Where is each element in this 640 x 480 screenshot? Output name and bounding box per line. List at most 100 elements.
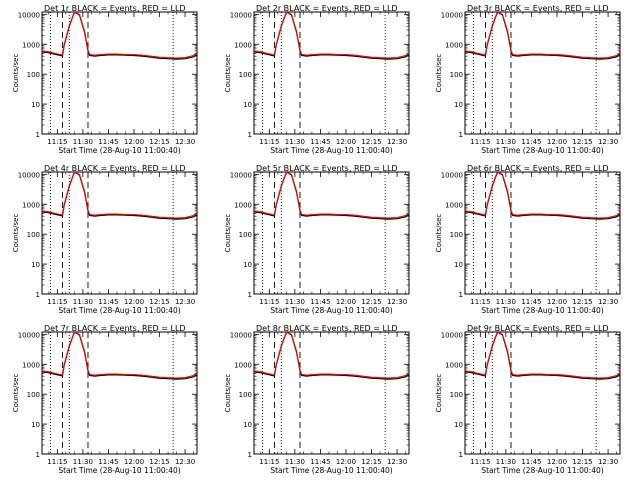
x-tick-label: 11:45	[98, 138, 118, 146]
x-axis-label: Start Time (28-Aug-10 11:00:40)	[481, 146, 603, 155]
x-tick-label: 12:15	[149, 458, 169, 466]
x-axis-label: Start Time (28-Aug-10 11:00:40)	[58, 306, 180, 315]
y-tick-label: 1	[36, 131, 40, 139]
x-tick-label: 11:45	[521, 138, 541, 146]
y-tick-label: 1	[248, 131, 252, 139]
x-tick-label: 11:45	[98, 298, 118, 306]
y-tick-label: 10	[31, 261, 40, 269]
x-tick-label: 11:15	[259, 458, 279, 466]
plot-frame	[41, 11, 198, 135]
x-tick-label: 11:45	[310, 458, 330, 466]
y-axis-label: Counts/sec	[224, 374, 232, 413]
series-line-lld	[254, 332, 409, 379]
x-tick-label: 12:15	[361, 138, 381, 146]
y-tick-label: 100	[27, 391, 40, 399]
y-tick-label: 1000	[22, 361, 40, 369]
y-tick-label: 10	[454, 101, 463, 109]
series-line-events	[42, 12, 197, 60]
panel-title: Det 1r BLACK = Events, RED = LLD	[44, 4, 186, 13]
series-group	[254, 12, 409, 60]
y-tick-label: 1000	[234, 201, 252, 209]
y-axis-label: Counts/sec	[435, 54, 443, 93]
x-tick-label: 11:15	[470, 458, 490, 466]
detector-panel-5: Det 5r BLACK = Events, RED = LLD 1 10 100 10…	[224, 164, 410, 315]
series-line-lld	[254, 12, 409, 59]
detector-panel-9: Det 9r BLACK = Events, RED = LLD 1 10 100 10…	[435, 324, 621, 475]
y-tick-label: 10	[454, 261, 463, 269]
series-group	[254, 172, 409, 220]
y-tick-label: 100	[450, 71, 463, 79]
series-line-lld	[42, 172, 197, 219]
series-group	[254, 332, 409, 380]
y-tick-label: 100	[450, 231, 463, 239]
detector-panel-7: Det 7r BLACK = Events, RED = LLD 1 10 100 10…	[12, 324, 198, 475]
x-tick-label: 11:15	[470, 138, 490, 146]
y-tick-label: 10	[31, 421, 40, 429]
x-tick-label: 12:30	[387, 298, 407, 306]
series-group	[42, 332, 197, 380]
x-tick-label: 12:30	[175, 138, 195, 146]
x-tick-label: 11:30	[73, 458, 93, 466]
x-tick-label: 11:30	[496, 138, 516, 146]
x-axis-label: Start Time (28-Aug-10 11:00:40)	[270, 466, 392, 475]
y-tick-label: 10000	[230, 11, 252, 19]
y-tick-label: 10	[243, 261, 252, 269]
x-tick-label: 12:00	[547, 138, 567, 146]
x-tick-label: 12:15	[361, 298, 381, 306]
y-tick-label: 10	[243, 101, 252, 109]
x-tick-label: 11:15	[47, 458, 67, 466]
x-tick-label: 11:30	[285, 298, 305, 306]
y-tick-label: 1000	[445, 361, 463, 369]
x-axis-label: Start Time (28-Aug-10 11:00:40)	[58, 146, 180, 155]
plot-frame	[464, 331, 621, 455]
series-group	[42, 172, 197, 220]
x-tick-label: 11:15	[47, 298, 67, 306]
panel-title: Det 6r BLACK = Events, RED = LLD	[467, 164, 609, 173]
panel-title: Det 5r BLACK = Events, RED = LLD	[256, 164, 398, 173]
x-tick-label: 12:15	[149, 298, 169, 306]
x-axis-label: Start Time (28-Aug-10 11:00:40)	[481, 466, 603, 475]
y-tick-label: 100	[239, 391, 252, 399]
x-axis-label: Start Time (28-Aug-10 11:00:40)	[58, 466, 180, 475]
x-axis-label: Start Time (28-Aug-10 11:00:40)	[481, 306, 603, 315]
x-tick-label: 11:15	[47, 138, 67, 146]
x-tick-label: 12:00	[336, 138, 356, 146]
y-axis-label: Counts/sec	[12, 54, 20, 93]
x-tick-label: 11:30	[73, 298, 93, 306]
y-tick-label: 10	[454, 421, 463, 429]
series-line-events	[42, 332, 197, 380]
y-tick-label: 10000	[230, 331, 252, 339]
y-tick-label: 1000	[22, 201, 40, 209]
y-tick-label: 10000	[18, 171, 40, 179]
x-tick-label: 11:45	[521, 298, 541, 306]
x-tick-label: 12:30	[175, 298, 195, 306]
series-line-lld	[465, 12, 620, 59]
x-tick-label: 11:45	[521, 458, 541, 466]
x-tick-label: 11:30	[285, 458, 305, 466]
x-axis-label: Start Time (28-Aug-10 11:00:40)	[270, 306, 392, 315]
x-tick-label: 11:30	[73, 138, 93, 146]
x-tick-label: 12:15	[572, 138, 592, 146]
x-tick-label: 11:15	[259, 298, 279, 306]
x-tick-label: 12:15	[572, 458, 592, 466]
y-tick-label: 10000	[441, 171, 463, 179]
y-tick-label: 1	[459, 451, 463, 459]
y-axis-label: Counts/sec	[224, 214, 232, 253]
series-line-lld	[42, 12, 197, 59]
y-tick-label: 100	[27, 231, 40, 239]
x-tick-label: 11:30	[496, 458, 516, 466]
plot-frame	[41, 331, 198, 455]
x-tick-label: 12:00	[124, 138, 144, 146]
detector-panel-6: Det 6r BLACK = Events, RED = LLD 1 10 100 10…	[435, 164, 621, 315]
y-tick-label: 10000	[18, 11, 40, 19]
y-tick-label: 1000	[234, 41, 252, 49]
detector-panel-3: Det 3r BLACK = Events, RED = LLD 1 10 100 10…	[435, 4, 621, 155]
x-tick-label: 11:45	[310, 298, 330, 306]
y-axis-label: Counts/sec	[435, 214, 443, 253]
plot-frame	[464, 11, 621, 135]
detector-panel-4: Det 4r BLACK = Events, RED = LLD 1 10 100 10…	[12, 164, 198, 315]
series-line-events	[254, 172, 409, 220]
x-tick-label: 12:00	[336, 298, 356, 306]
panel-title: Det 7r BLACK = Events, RED = LLD	[44, 324, 186, 333]
x-tick-label: 12:30	[598, 138, 618, 146]
